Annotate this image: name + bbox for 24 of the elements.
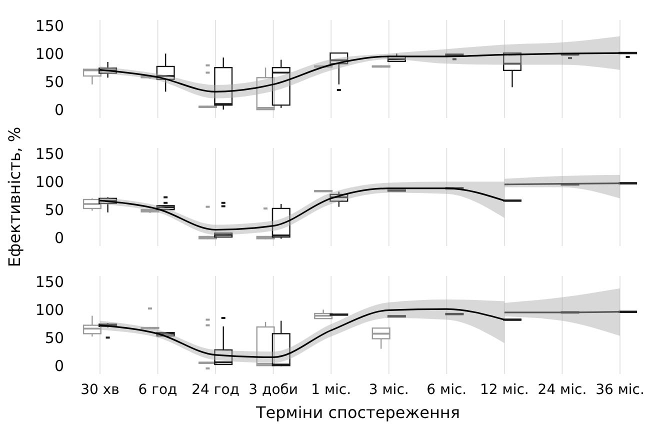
x-tick-label: 30 хв [80, 382, 120, 398]
y-tick-label: 100 [35, 44, 64, 63]
x-axis-title: Терміни спостереження [254, 403, 460, 422]
y-tick-label: 50 [44, 72, 64, 91]
x-tick-label: 6 год [138, 382, 178, 398]
x-tick-label: 24 год [192, 382, 240, 398]
y-tick-label: 150 [35, 272, 64, 291]
x-tick-label: 24 міс. [538, 382, 587, 398]
y-tick-label: 50 [44, 200, 64, 219]
y-tick-label: 100 [35, 300, 64, 319]
x-tick-label: 3 міс. [368, 382, 409, 398]
y-axis-title: Ефективність, % [5, 126, 24, 268]
x-tick-label: 12 міс. [480, 382, 529, 398]
y-tick-label: 0 [54, 228, 64, 247]
y-tick-label: 0 [54, 100, 64, 119]
y-tick-label: 150 [35, 144, 64, 163]
y-tick-label: 100 [35, 172, 64, 191]
y-tick-label: 50 [44, 328, 64, 347]
x-tick-label: 3 доби [248, 382, 298, 398]
x-tick-label: 1 міс. [311, 382, 352, 398]
y-tick-label: 150 [35, 16, 64, 35]
x-tick-label: 36 міс. [596, 382, 644, 398]
y-tick-label: 0 [54, 356, 64, 375]
x-tick-label: 6 міс. [426, 382, 467, 398]
